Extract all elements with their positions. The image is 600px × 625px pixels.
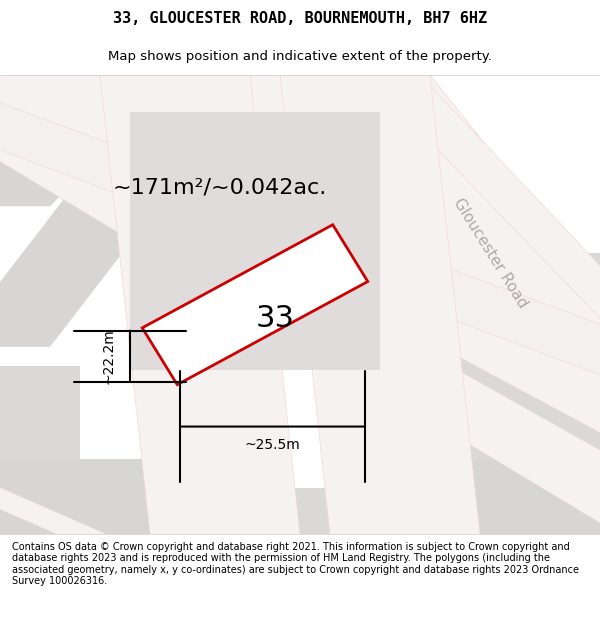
Polygon shape	[200, 488, 400, 553]
Text: ~171m²/~0.042ac.: ~171m²/~0.042ac.	[113, 177, 327, 198]
Polygon shape	[300, 0, 600, 75]
Polygon shape	[142, 225, 368, 384]
Polygon shape	[420, 75, 600, 370]
Polygon shape	[130, 112, 380, 370]
Polygon shape	[450, 253, 600, 488]
Polygon shape	[100, 75, 300, 534]
Text: ~22.2m: ~22.2m	[101, 328, 115, 384]
Polygon shape	[0, 178, 180, 347]
Polygon shape	[150, 0, 500, 75]
Text: ~25.5m: ~25.5m	[245, 438, 301, 452]
Polygon shape	[0, 459, 200, 553]
Polygon shape	[0, 38, 220, 206]
Polygon shape	[0, 84, 600, 412]
Text: Contains OS data © Crown copyright and database right 2021. This information is : Contains OS data © Crown copyright and d…	[12, 542, 579, 586]
Polygon shape	[0, 488, 150, 553]
Text: 33, GLOUCESTER ROAD, BOURNEMOUTH, BH7 6HZ: 33, GLOUCESTER ROAD, BOURNEMOUTH, BH7 6H…	[113, 11, 487, 26]
Polygon shape	[280, 75, 480, 534]
Text: Gloucester Road: Gloucester Road	[450, 196, 530, 311]
Text: Map shows position and indicative extent of the property.: Map shows position and indicative extent…	[108, 50, 492, 62]
Polygon shape	[0, 38, 600, 459]
Text: 33: 33	[256, 304, 295, 333]
Polygon shape	[400, 459, 600, 553]
Polygon shape	[0, 84, 600, 553]
Polygon shape	[380, 328, 450, 488]
Polygon shape	[0, 366, 80, 488]
